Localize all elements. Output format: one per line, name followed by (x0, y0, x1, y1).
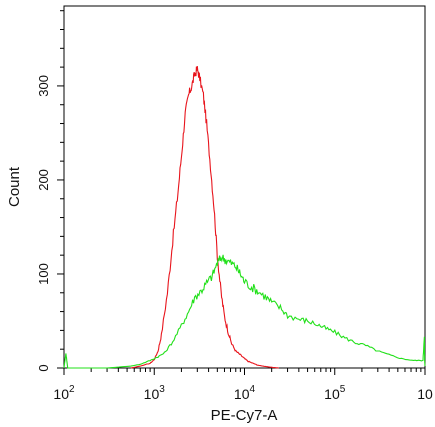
y-tick-label-0: 0 (36, 364, 51, 371)
plot-frame (63, 5, 426, 369)
x-tick-label-2: 104 (234, 384, 256, 402)
y-tick-label-1: 100 (36, 263, 51, 285)
x-axis: 102 103 104 105 10 (53, 368, 433, 402)
series-group (63, 65, 426, 369)
x-tick-label-3: 105 (324, 384, 346, 402)
x-tick-label-1: 103 (144, 384, 166, 402)
y-tick-label-2: 200 (36, 169, 51, 191)
series-line-1 (63, 254, 426, 369)
x-tick-label-4: 10 (417, 386, 433, 402)
x-tick-label-0: 102 (53, 384, 75, 402)
y-axis-title: Count (6, 166, 23, 207)
y-axis: 0 100 200 300 (36, 10, 64, 372)
series-line-0 (130, 65, 279, 369)
y-tick-label-3: 300 (36, 75, 51, 97)
x-axis-title: PE-Cy7-A (211, 407, 278, 424)
